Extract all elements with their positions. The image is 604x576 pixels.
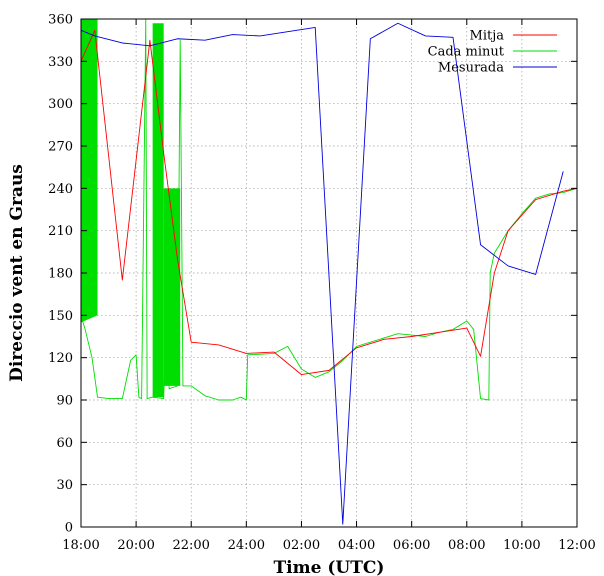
x-tick-label: 20:00: [117, 538, 154, 553]
axis-ticks: 0 30 60 90 120 150 180 210 240 270 300 330 360 18:00 2…: [48, 13, 596, 554]
y-tick-label: 60: [56, 436, 73, 451]
y-tick-label: 90: [56, 394, 73, 409]
y-tick-label: 270: [48, 140, 73, 155]
x-tick-label: 04:00: [338, 538, 375, 553]
x-tick-label: 08:00: [448, 538, 485, 553]
y-tick-label: 0: [65, 521, 73, 536]
series-mesurada-line: [80, 22, 564, 525]
y-tick-label: 150: [48, 309, 73, 324]
y-tick-label: 240: [48, 182, 73, 197]
x-tick-label: 06:00: [393, 538, 430, 553]
series-layer: [80, 18, 578, 525]
legend-label-mesurada: Mesurada: [438, 61, 504, 76]
x-tick-label: 12:00: [558, 538, 595, 553]
x-axis-title: Time (UTC): [274, 558, 385, 576]
x-tick-label: 22:00: [172, 538, 209, 553]
series-cada-minut-line: [80, 18, 578, 401]
x-tick-label: 10:00: [503, 538, 540, 553]
series-cada-minut-oscillation-band: [81, 19, 98, 323]
x-tick-label: 24:00: [228, 538, 265, 553]
y-tick-label: 330: [48, 55, 73, 70]
legend-label-mitja: Mitja: [470, 29, 505, 44]
grid: [81, 19, 577, 527]
y-tick-label: 180: [48, 267, 73, 282]
y-tick-label: 360: [48, 13, 73, 28]
series-cada-minut-oscillation-band: [163, 188, 181, 386]
legend-label-cada-minut: Cada minut: [428, 45, 505, 60]
y-tick-label: 30: [56, 478, 73, 493]
y-axis-title: Direccio vent en Graus: [7, 164, 27, 382]
series-cada-minut-oscillation-band: [152, 23, 164, 398]
x-tick-label: 18:00: [62, 538, 99, 553]
x-tick-label: 02:00: [283, 538, 320, 553]
y-tick-label: 120: [48, 351, 73, 366]
y-tick-label: 210: [48, 224, 73, 239]
y-tick-label: 300: [48, 97, 73, 112]
